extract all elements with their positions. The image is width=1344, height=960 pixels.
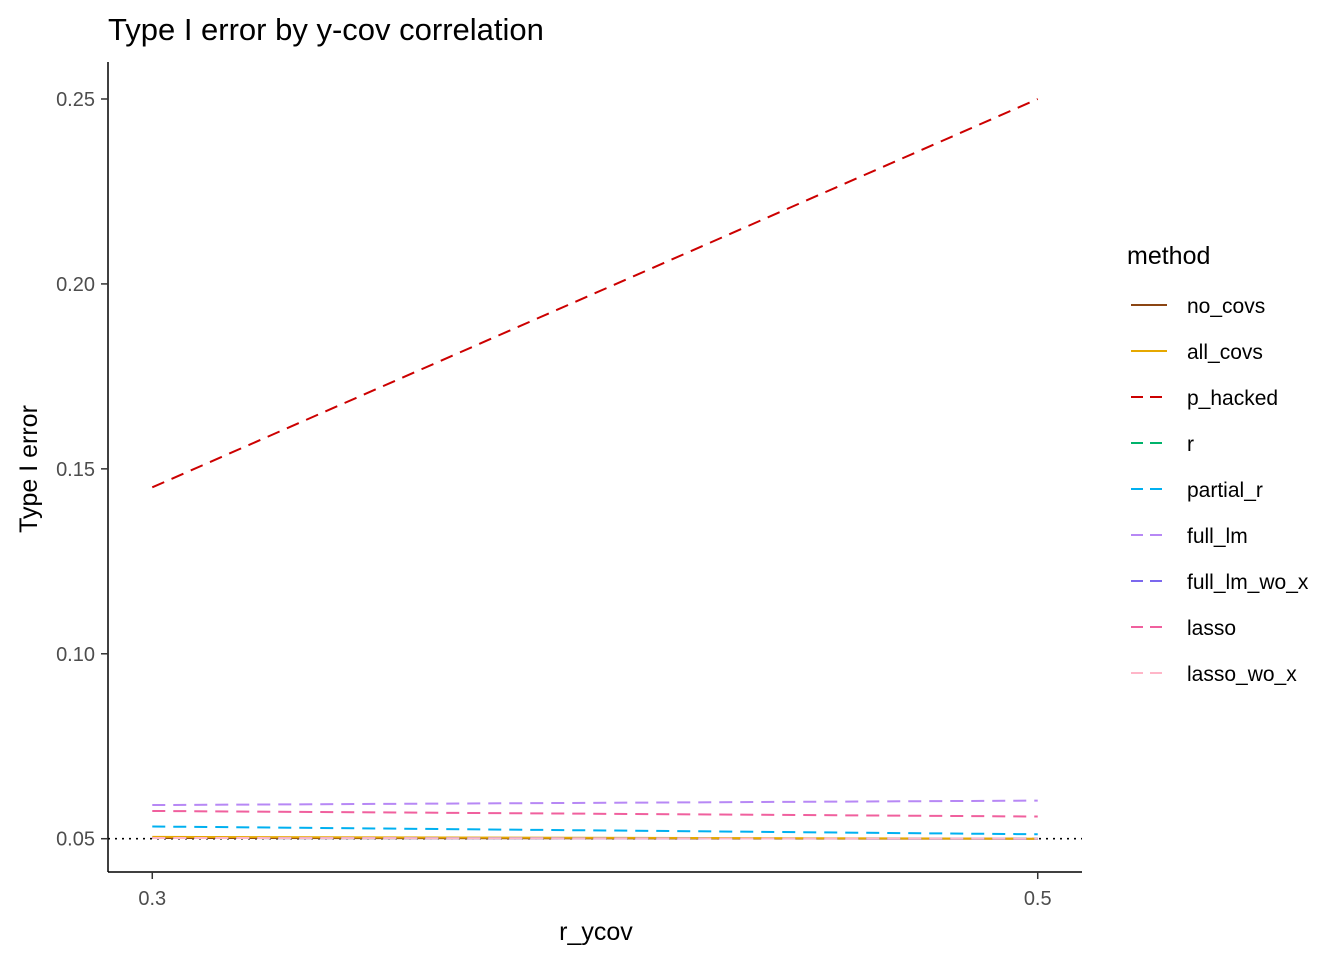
legend-label-full-lm-wo-x: full_lm_wo_x (1187, 571, 1309, 594)
y-tick-label: 0.25 (56, 89, 95, 111)
series-line-full-lm (152, 799, 1038, 807)
x-tick-label: 0.5 (1024, 888, 1052, 910)
legend-label-no-covs: no_covs (1187, 295, 1265, 318)
y-tick-label: 0.20 (56, 274, 95, 296)
x-axis-title: r_ycov (559, 918, 633, 946)
series-line-partial-r (152, 825, 1038, 836)
legend-label-partial-r: partial_r (1187, 479, 1263, 502)
legend-label-r: r (1187, 433, 1194, 456)
legend-label-all-covs: all_covs (1187, 341, 1263, 364)
plot-area: 0.05 0.10 0.15 0.20 0.25 0.3 0.5 (56, 62, 1082, 910)
y-axis-title: Type I error (15, 405, 43, 533)
y-tick-label: 0.15 (56, 459, 95, 481)
x-tick-label: 0.3 (138, 888, 166, 910)
legend-label-full-lm: full_lm (1187, 525, 1248, 548)
chart-title: Type I error by y-cov correlation (108, 12, 544, 47)
series-line-lasso (152, 809, 1038, 818)
series-line-p-hacked (151, 98, 1039, 489)
legend-label-lasso: lasso (1187, 617, 1236, 640)
y-tick-label: 0.10 (56, 644, 95, 666)
legend-label-p-hacked: p_hacked (1187, 387, 1278, 410)
series-line-lasso-wo-x (152, 836, 1038, 840)
legend-title: method (1127, 242, 1210, 270)
legend-label-lasso-wo-x: lasso_wo_x (1187, 663, 1297, 686)
y-tick-label: 0.05 (56, 829, 95, 851)
